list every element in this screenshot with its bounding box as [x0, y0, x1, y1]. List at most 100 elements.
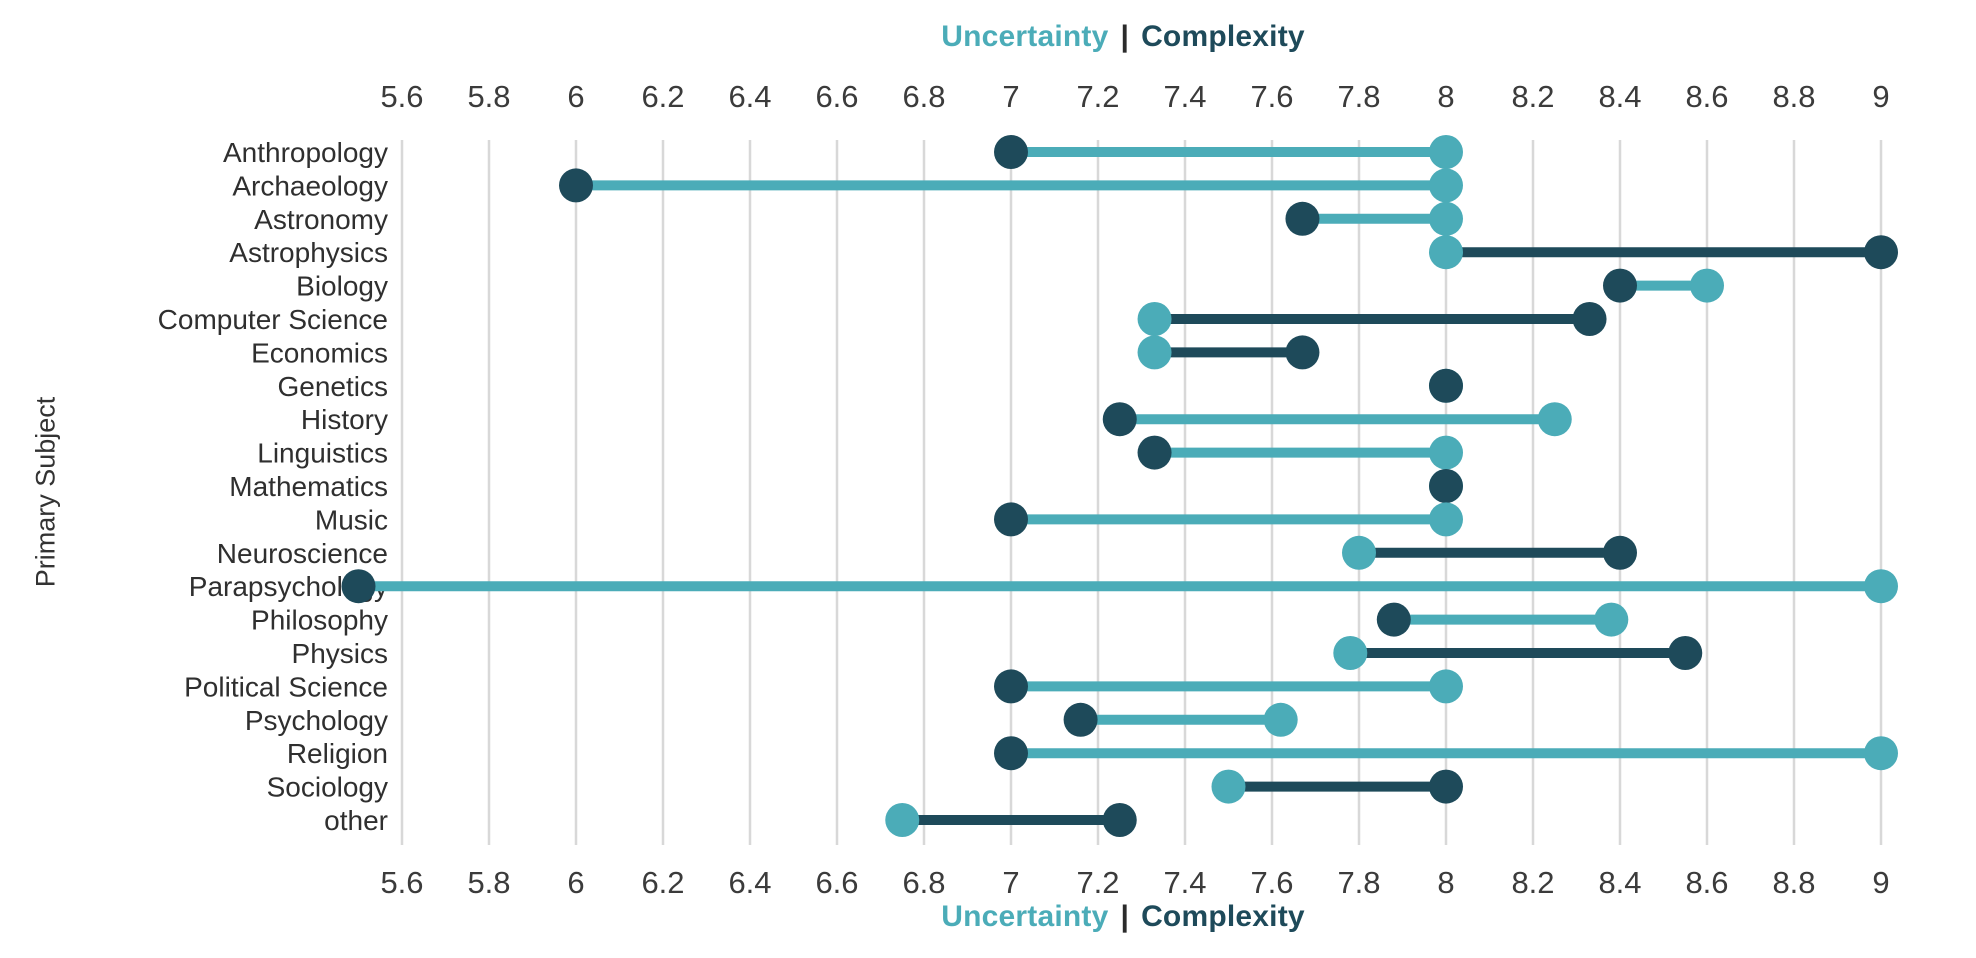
dot-complexity	[1063, 702, 1098, 737]
dot-complexity	[1285, 201, 1320, 236]
x-tick-label-top: 9	[1872, 79, 1889, 114]
dot-complexity	[1429, 469, 1463, 503]
x-tick-label-bottom: 6	[567, 865, 584, 900]
x-tick-label-top: 6.8	[902, 79, 945, 114]
title-uncertainty-top: Uncertainty	[941, 20, 1109, 53]
x-tick-label-top: 7.8	[1337, 79, 1380, 114]
dot-uncertainty	[1137, 302, 1172, 336]
x-tick-label-top: 7.6	[1250, 79, 1293, 114]
y-category-label: Linguistics	[257, 438, 388, 469]
y-category-label: Political Science	[184, 671, 388, 702]
x-tick-label-top: 8.8	[1772, 79, 1815, 114]
dot-complexity	[994, 135, 1028, 169]
dot-complexity	[1137, 435, 1172, 470]
title-complexity-bottom: Complexity	[1141, 900, 1305, 933]
dot-uncertainty	[1429, 235, 1463, 270]
dot-complexity	[341, 569, 376, 604]
dot-complexity	[1668, 636, 1703, 670]
x-tick-label-bottom: 6.2	[641, 865, 684, 900]
title-complexity-top: Complexity	[1141, 20, 1305, 53]
chart-title-top: Uncertainty | Complexity	[941, 20, 1305, 54]
x-tick-label-bottom: 7.8	[1337, 865, 1380, 900]
x-tick-label-bottom: 8.2	[1511, 865, 1554, 900]
dot-complexity	[1102, 402, 1137, 437]
y-category-label: Music	[315, 504, 388, 535]
dot-uncertainty	[1429, 201, 1463, 236]
dot-uncertainty	[1137, 335, 1172, 370]
title-uncertainty-bottom: Uncertainty	[941, 900, 1109, 933]
x-tick-label-bottom: 8.4	[1598, 865, 1641, 900]
dot-complexity	[994, 502, 1028, 537]
dot-uncertainty	[1537, 402, 1572, 437]
dot-uncertainty	[1429, 435, 1463, 470]
y-category-label: Astronomy	[254, 204, 388, 235]
dot-complexity	[1429, 368, 1463, 403]
dot-uncertainty	[1429, 168, 1463, 203]
x-tick-label-top: 8	[1437, 79, 1454, 114]
y-category-label: Philosophy	[251, 605, 388, 636]
x-tick-label-bottom: 9	[1872, 865, 1889, 900]
x-tick-label-top: 7.4	[1163, 79, 1206, 114]
y-category-label: Computer Science	[158, 304, 388, 335]
x-tick-label-top: 5.6	[380, 79, 423, 114]
dot-complexity	[1285, 335, 1320, 370]
dot-uncertainty	[1429, 135, 1463, 169]
x-tick-label-bottom: 8	[1437, 865, 1454, 900]
x-tick-label-top: 6	[567, 79, 584, 114]
y-category-label: Psychology	[245, 705, 388, 736]
x-tick-label-bottom: 6.4	[728, 865, 771, 900]
y-category-label: Biology	[296, 271, 388, 302]
y-category-label: Sociology	[267, 772, 388, 803]
dot-complexity	[559, 168, 593, 203]
x-tick-label-bottom: 8.6	[1685, 865, 1728, 900]
x-tick-label-top: 8.6	[1685, 79, 1728, 114]
y-category-label: Astrophysics	[229, 237, 388, 268]
dot-complexity	[1572, 302, 1607, 336]
x-tick-label-bottom: 6.6	[815, 865, 858, 900]
x-tick-label-bottom: 6.8	[902, 865, 945, 900]
title-divider-bottom: |	[1120, 900, 1130, 933]
dot-complexity	[994, 736, 1028, 771]
dot-uncertainty	[1594, 602, 1629, 637]
dot-uncertainty	[1429, 669, 1463, 704]
chart-title-bottom: Uncertainty | Complexity	[941, 900, 1305, 934]
title-divider-top: |	[1120, 20, 1130, 53]
x-tick-label-bottom: 8.8	[1772, 865, 1815, 900]
x-tick-label-top: 6.2	[641, 79, 684, 114]
y-category-label: Neuroscience	[217, 538, 388, 569]
dot-uncertainty	[1864, 736, 1898, 771]
dot-complexity	[1376, 602, 1411, 637]
dot-uncertainty	[885, 803, 920, 837]
dot-complexity	[1429, 769, 1463, 804]
dot-complexity	[994, 669, 1028, 704]
dot-uncertainty	[1333, 636, 1368, 670]
x-tick-label-top: 8.4	[1598, 79, 1641, 114]
y-category-label: Anthropology	[223, 137, 388, 168]
dot-complexity	[1603, 268, 1637, 303]
x-tick-label-top: 6.6	[815, 79, 858, 114]
y-category-label: Economics	[251, 337, 388, 368]
dot-uncertainty	[1211, 769, 1246, 804]
x-tick-label-bottom: 7.6	[1250, 865, 1293, 900]
x-tick-label-bottom: 7	[1002, 865, 1019, 900]
y-category-label: Genetics	[278, 371, 389, 402]
dot-uncertainty	[1690, 268, 1724, 303]
dot-complexity	[1603, 535, 1637, 570]
x-tick-label-top: 8.2	[1511, 79, 1554, 114]
x-tick-label-bottom: 7.2	[1076, 865, 1119, 900]
y-category-label: Mathematics	[229, 471, 388, 502]
x-tick-label-top: 5.8	[467, 79, 510, 114]
dot-uncertainty	[1429, 502, 1463, 537]
x-tick-label-bottom: 5.8	[467, 865, 510, 900]
y-category-label: History	[301, 404, 388, 435]
y-category-label: Physics	[292, 638, 388, 669]
dot-complexity	[1102, 803, 1137, 837]
dot-uncertainty	[1342, 535, 1376, 570]
y-category-label: other	[324, 805, 388, 836]
x-tick-label-bottom: 5.6	[380, 865, 423, 900]
dot-complexity	[1864, 235, 1898, 270]
x-tick-label-bottom: 7.4	[1163, 865, 1206, 900]
y-axis-label: Primary Subject	[30, 396, 61, 588]
x-tick-label-top: 6.4	[728, 79, 771, 114]
